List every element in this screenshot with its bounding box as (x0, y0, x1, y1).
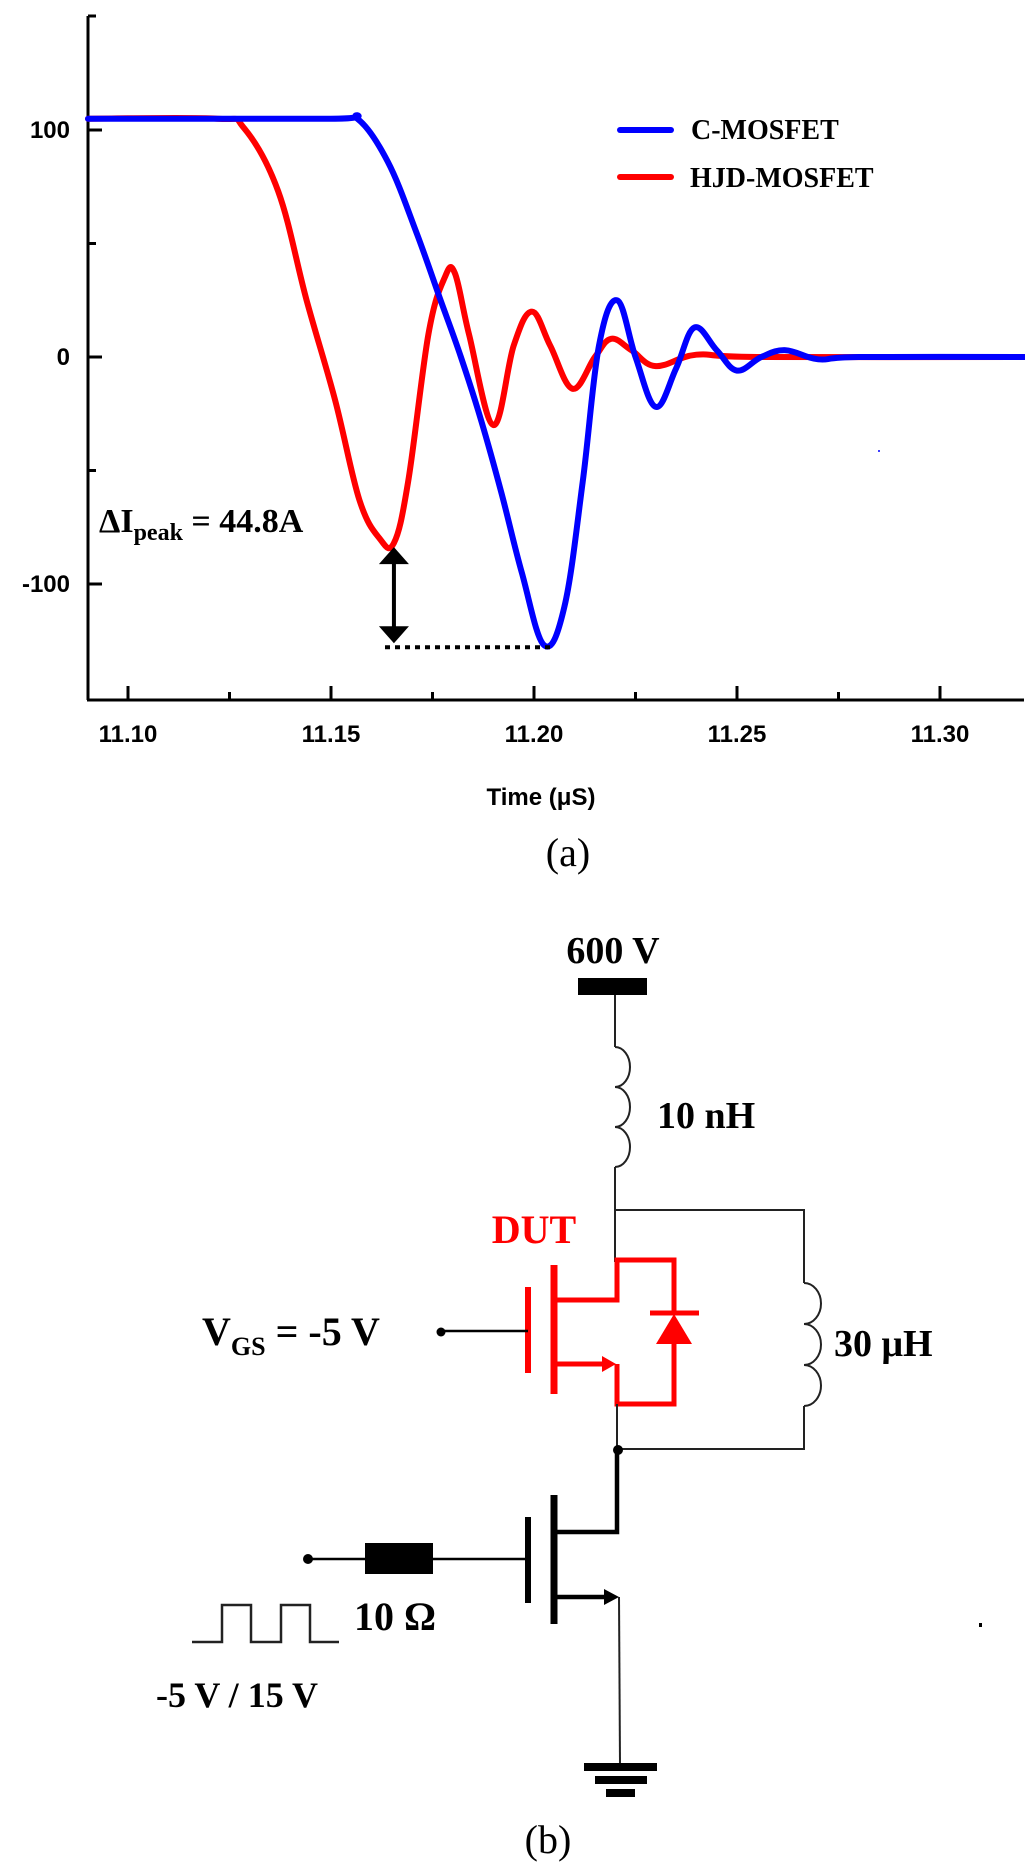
current-waveform-chart: 100 0 -100 11.10 11.15 11.20 11.25 11.30 Time … (22, 14, 1025, 811)
test-circuit-schematic: 600 V 10 nH 30 μH DUT VGS = -5 V (156, 930, 982, 1797)
series-line-c-mosfet (85, 112, 1025, 650)
panel-b-caption: (b) (525, 1817, 572, 1862)
legend-label-c-mosfet: C-MOSFET (691, 115, 839, 146)
x-tick-label: 11.10 (99, 721, 158, 748)
delta-ipeak-label: ΔIpeak = 44.8A (99, 503, 304, 546)
x-axis-ticks: 11.10 11.15 11.20 11.25 11.30 (99, 686, 970, 748)
stray-inductor-icon (614, 1046, 631, 1168)
gate-pulse-label: -5 V / 15 V (156, 1675, 318, 1715)
x-tick-label: 11.20 (505, 721, 564, 748)
stray-dot (878, 450, 880, 452)
dut-label: DUT (492, 1207, 577, 1252)
gate-resistor-icon (365, 1543, 433, 1574)
x-tick-label: 11.30 (911, 721, 970, 748)
legend: C-MOSFET HJD-MOSFET (617, 115, 874, 194)
gate-drive-terminal (303, 1554, 313, 1564)
supply-voltage-label: 600 V (566, 930, 660, 972)
legend-label-hjd-mosfet: HJD-MOSFET (690, 163, 874, 194)
load-bottom-wire (618, 1406, 805, 1450)
y-tick-label: 100 (30, 117, 70, 144)
series-layer (85, 112, 1025, 650)
x-tick-label: 11.15 (302, 721, 361, 748)
y-axis-ticks: 100 0 -100 (22, 117, 102, 598)
x-axis-label: Time (μS) (487, 784, 596, 811)
ground-icon (584, 1763, 657, 1797)
stray-dot (979, 1623, 982, 1627)
load-inductor-label: 30 μH (834, 1323, 933, 1365)
x-tick-label: 11.25 (708, 721, 767, 748)
stray-inductor-label: 10 nH (657, 1095, 755, 1137)
y-tick-label: 0 (57, 344, 70, 371)
supply-rail-icon (578, 978, 647, 995)
double-arrow-icon (378, 547, 409, 644)
low-side-mosfet-icon (525, 1450, 620, 1624)
load-top-wire (615, 1209, 805, 1283)
gate-resistor-label: 10 Ω (354, 1594, 436, 1639)
y-tick-label: -100 (22, 571, 70, 598)
ground-wire (618, 1596, 621, 1765)
panel-a-caption: (a) (546, 830, 590, 875)
vgs-label: VGS = -5 V (202, 1309, 380, 1361)
dut-mosfet-icon (525, 1257, 699, 1407)
body-diode-triangle (656, 1314, 692, 1344)
pulse-waveform-icon (192, 1603, 339, 1644)
series-line-hjd-mosfet (85, 114, 1025, 552)
load-inductor-icon (803, 1282, 822, 1407)
dut-gate-terminal (436, 1327, 446, 1337)
delta-ipeak-annotation: ΔIpeak = 44.8A (99, 503, 552, 650)
